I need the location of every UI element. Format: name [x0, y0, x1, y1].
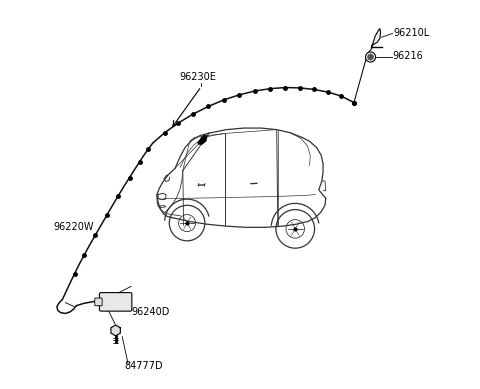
Text: 84777D: 84777D — [124, 361, 163, 371]
Polygon shape — [111, 325, 120, 336]
Circle shape — [366, 52, 375, 62]
Text: 96210L: 96210L — [393, 28, 430, 38]
Polygon shape — [197, 135, 207, 144]
Polygon shape — [372, 28, 381, 47]
Text: 96216: 96216 — [393, 51, 423, 61]
FancyBboxPatch shape — [95, 298, 102, 306]
Text: 96230E: 96230E — [179, 72, 216, 82]
FancyBboxPatch shape — [99, 293, 132, 311]
Text: 96240D: 96240D — [131, 307, 169, 317]
Circle shape — [368, 54, 373, 60]
Text: 96220W: 96220W — [54, 223, 95, 232]
